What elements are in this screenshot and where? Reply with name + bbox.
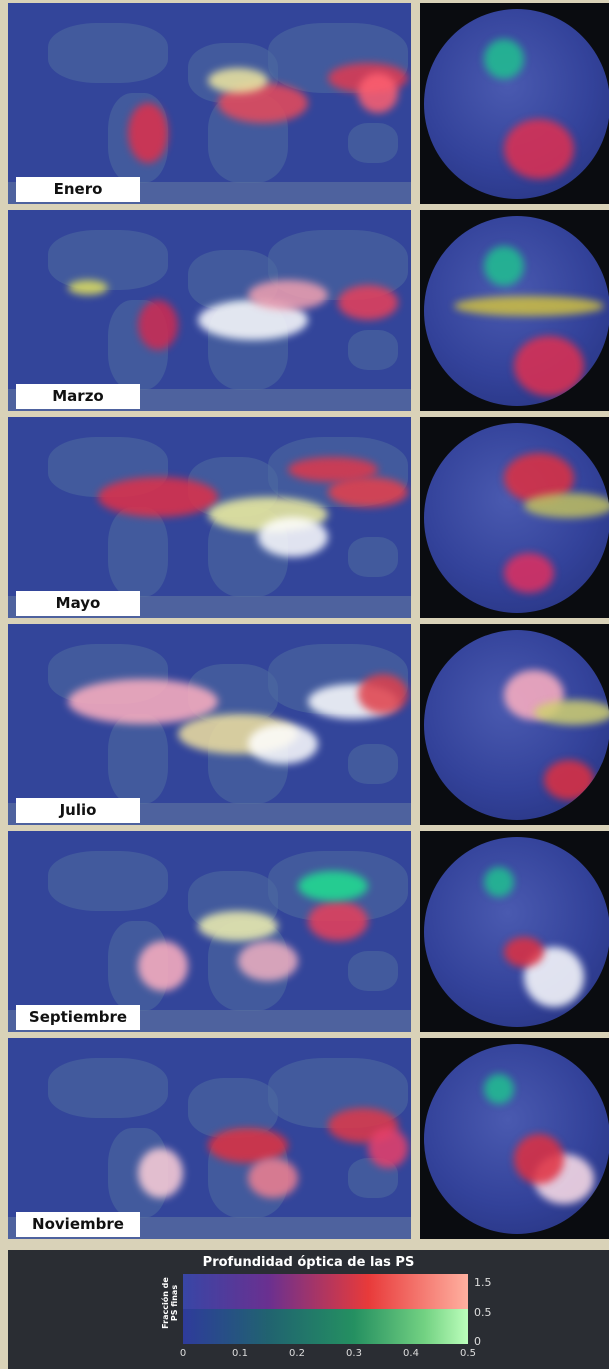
continent-shape	[348, 330, 398, 370]
aerosol-region	[248, 724, 318, 764]
aerosol-region	[544, 760, 594, 800]
aerosol-region	[238, 941, 298, 981]
legend-y-tick: 0.5	[474, 1306, 492, 1319]
globe-view	[420, 1038, 609, 1239]
month-label: Enero	[16, 177, 140, 202]
aerosol-region	[308, 901, 368, 941]
aerosol-region	[524, 493, 609, 518]
globe	[424, 630, 609, 820]
continent-shape	[48, 23, 168, 83]
aerosol-region	[68, 679, 218, 724]
aerosol-region	[198, 911, 278, 941]
aerosol-region	[338, 285, 398, 320]
aerosol-region	[258, 517, 328, 557]
legend-x-tick: 0.5	[460, 1348, 476, 1359]
aerosol-region	[248, 280, 328, 310]
continent-shape	[108, 507, 168, 597]
legend-x-tick: 0.4	[403, 1348, 419, 1359]
world-map: Noviembre	[8, 1038, 411, 1239]
map-panel-row: Noviembre	[0, 1035, 609, 1239]
globe-view	[420, 210, 609, 411]
continent-shape	[108, 714, 168, 804]
legend-fine-band	[183, 1309, 468, 1344]
month-label: Mayo	[16, 591, 140, 616]
continent-shape	[348, 744, 398, 784]
aerosol-region	[534, 700, 609, 725]
month-label: Marzo	[16, 384, 140, 409]
legend-title: Profundidad óptica de las PS	[202, 1255, 415, 1270]
aerosol-region	[298, 871, 368, 901]
continent-shape	[48, 1058, 168, 1118]
aerosol-region	[484, 39, 524, 79]
globe-view	[420, 417, 609, 618]
month-label: Septiembre	[16, 1005, 140, 1030]
legend-ylabel-line1: Fracción de	[161, 1277, 170, 1329]
aerosol-region	[128, 103, 168, 163]
globe	[424, 1044, 609, 1234]
legend-color-bar	[183, 1274, 468, 1344]
map-panel-row: Mayo	[0, 414, 609, 618]
aerosol-region	[514, 336, 584, 396]
aerosol-region	[484, 1074, 514, 1104]
aerosol-region	[208, 1128, 288, 1163]
continent-shape	[48, 851, 168, 911]
aerosol-region	[98, 477, 218, 517]
continent-shape	[348, 123, 398, 163]
legend-y-tick: 0	[474, 1335, 481, 1348]
legend-x-tick: 0	[179, 1348, 187, 1359]
globe	[424, 423, 609, 613]
globe	[424, 216, 609, 406]
aerosol-region	[138, 1148, 183, 1198]
world-map: Septiembre	[8, 831, 411, 1032]
legend-x-tick: 0.3	[346, 1348, 362, 1359]
aerosol-region	[358, 674, 408, 714]
world-map: Enero	[8, 3, 411, 204]
legend-ylabel-line2: PS finas	[170, 1284, 179, 1322]
aerosol-region	[288, 457, 378, 482]
aerosol-region	[248, 1158, 298, 1198]
aerosol-region	[504, 119, 574, 179]
legend-x-tick: 0.2	[289, 1348, 305, 1359]
aerosol-region	[328, 477, 408, 507]
legend-coarse-band	[183, 1274, 468, 1309]
aerosol-region	[504, 937, 544, 967]
globe	[424, 837, 609, 1027]
aerosol-region	[514, 1134, 564, 1184]
month-label: Julio	[16, 798, 140, 823]
aerosol-region	[484, 867, 514, 897]
aerosol-region	[138, 300, 178, 350]
continent-shape	[48, 230, 168, 290]
aerosol-region	[484, 246, 524, 286]
globe-view	[420, 3, 609, 204]
world-map: Mayo	[8, 417, 411, 618]
aerosol-region	[68, 280, 108, 295]
aerosol-region	[454, 296, 604, 316]
aerosol-region	[504, 553, 554, 593]
aerosol-region	[208, 68, 268, 93]
map-panel-row: Julio	[0, 621, 609, 825]
world-map: Julio	[8, 624, 411, 825]
month-label: Noviembre	[16, 1212, 140, 1237]
continent-shape	[348, 537, 398, 577]
map-panel-row: Enero	[0, 0, 609, 204]
aerosol-region	[138, 941, 188, 991]
world-map: Marzo	[8, 210, 411, 411]
globe-view	[420, 624, 609, 825]
continent-shape	[348, 951, 398, 991]
color-legend: Profundidad óptica de las PS Fracción de…	[8, 1250, 609, 1369]
map-panel-row: Septiembre	[0, 828, 609, 1032]
map-panel-row: Marzo	[0, 207, 609, 411]
globe	[424, 9, 609, 199]
legend-y-tick: 1.5	[474, 1276, 492, 1289]
aerosol-region	[358, 73, 398, 113]
legend-x-tick: 0.1	[232, 1348, 248, 1359]
globe-view	[420, 831, 609, 1032]
aerosol-region	[368, 1128, 408, 1168]
